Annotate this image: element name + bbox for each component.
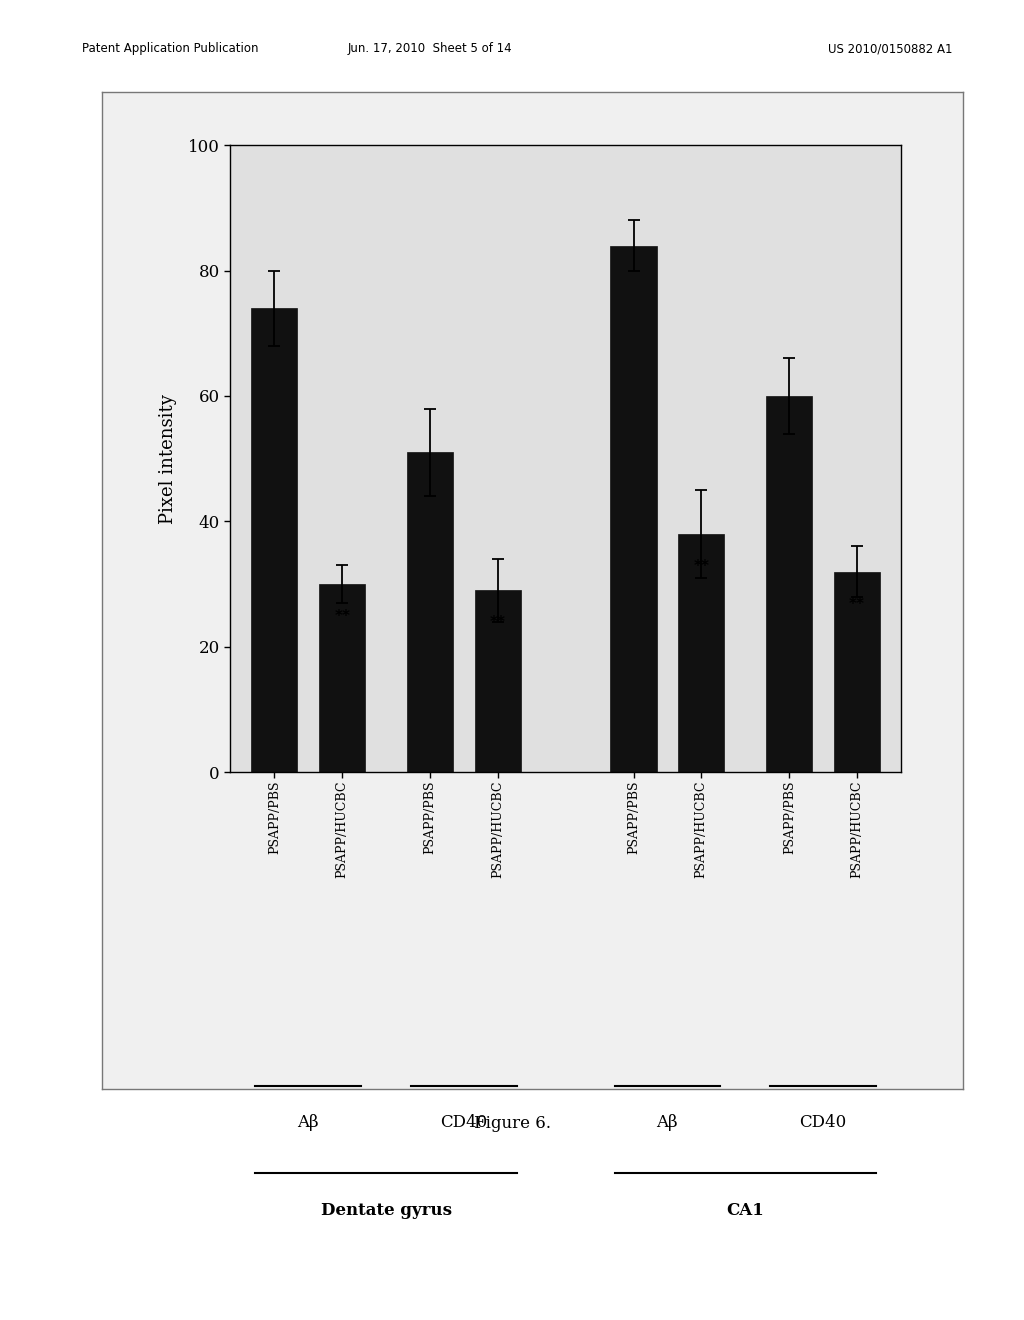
Text: US 2010/0150882 A1: US 2010/0150882 A1	[827, 42, 952, 55]
Text: **: **	[693, 560, 710, 574]
Text: **: **	[849, 597, 865, 611]
Text: **: **	[490, 615, 506, 631]
Text: Figure 6.: Figure 6.	[473, 1115, 551, 1133]
Bar	[766, 396, 812, 772]
Text: CA1: CA1	[726, 1201, 764, 1218]
Bar	[678, 535, 724, 772]
Bar	[408, 453, 454, 772]
Text: Jun. 17, 2010  Sheet 5 of 14: Jun. 17, 2010 Sheet 5 of 14	[348, 42, 512, 55]
Text: Aβ: Aβ	[656, 1114, 678, 1131]
Text: CD40: CD40	[800, 1114, 847, 1131]
Text: Dentate gyrus: Dentate gyrus	[321, 1201, 452, 1218]
Text: **: **	[334, 610, 350, 624]
Bar	[475, 590, 521, 772]
Bar	[252, 309, 298, 772]
Y-axis label: Pixel intensity: Pixel intensity	[159, 393, 177, 524]
Bar	[834, 572, 880, 772]
Text: CD40: CD40	[440, 1114, 487, 1131]
Bar	[319, 583, 366, 772]
Text: Aβ: Aβ	[298, 1114, 319, 1131]
Text: Patent Application Publication: Patent Application Publication	[82, 42, 258, 55]
Bar	[610, 246, 656, 772]
